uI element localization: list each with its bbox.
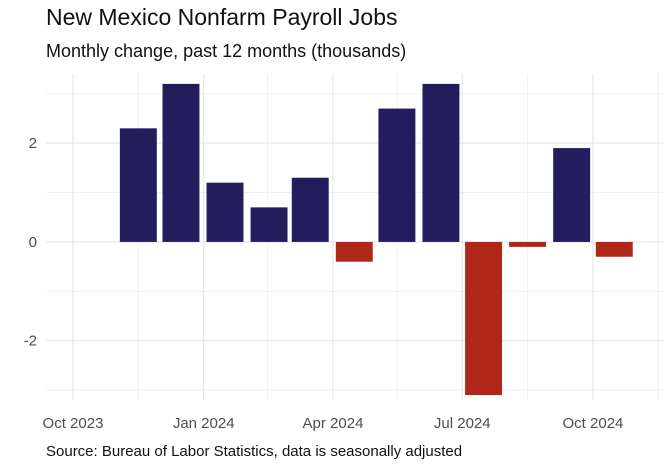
x-tick-label: Jul 2024	[434, 415, 491, 432]
y-tick-label: 2	[29, 135, 37, 152]
bar-2024-07	[465, 241, 503, 396]
bar-2024-06	[422, 83, 460, 242]
x-tick-label: Jan 2024	[173, 415, 235, 432]
bar-2023-12	[162, 83, 200, 242]
chart-title: New Mexico Nonfarm Payroll Jobs	[46, 4, 398, 30]
bar-2024-05	[378, 108, 416, 242]
y-axis-tick-labels: -2 0 2	[24, 135, 37, 350]
bar-2024-10	[595, 241, 633, 257]
bars	[119, 83, 633, 396]
x-axis-tick-labels: Oct 2023 Jan 2024 Apr 2024 Jul 2024 Oct 2024	[43, 415, 624, 432]
bar-2024-08	[509, 241, 547, 247]
bar-2024-01	[206, 182, 244, 242]
y-tick-label: 0	[29, 234, 37, 251]
chart-subtitle: Monthly change, past 12 months (thousand…	[46, 41, 407, 61]
bar-2024-02	[250, 207, 288, 242]
x-tick-label: Oct 2023	[43, 415, 104, 432]
bar-2023-11	[119, 128, 157, 242]
x-tick-label: Apr 2024	[303, 415, 364, 432]
bar-2024-03	[291, 177, 329, 242]
chart-caption: Source: Bureau of Labor Statistics, data…	[46, 443, 463, 460]
y-tick-label: -2	[24, 333, 37, 350]
x-tick-label: Oct 2024	[563, 415, 624, 432]
bar-2024-04	[335, 241, 373, 262]
bar-2024-09	[553, 148, 591, 242]
